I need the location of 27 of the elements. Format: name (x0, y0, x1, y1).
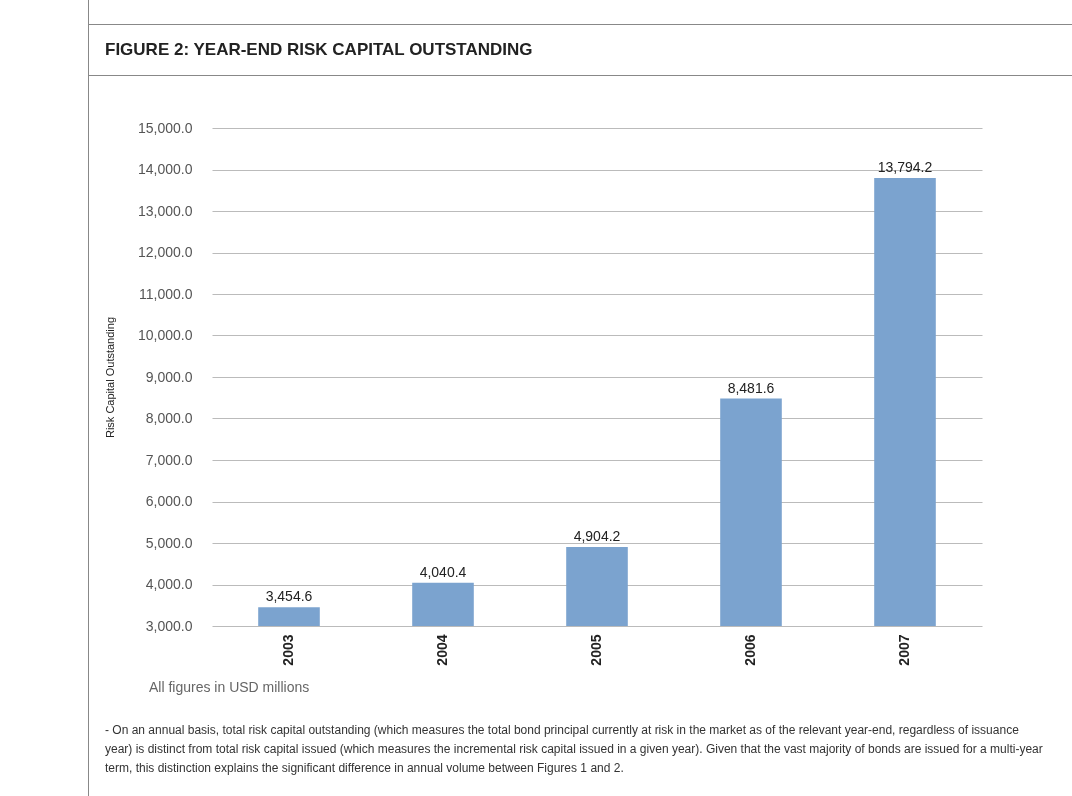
y-axis-title: Risk Capital Outstanding (104, 316, 116, 439)
y-tick-label: 6,000.0 (145, 493, 193, 509)
x-tick-label: 2003 (280, 634, 296, 666)
data-label: 4,904.2 (573, 527, 621, 544)
y-tick-label: 11,000.0 (139, 285, 193, 302)
chart-title: FIGURE 2: YEAR-END RISK CAPITAL OUTSTANDING (89, 24, 1072, 76)
x-tick-label: 2004 (434, 634, 450, 666)
y-tick-label: 7,000.0 (145, 451, 193, 468)
y-tick-label: 5,000.0 (145, 534, 193, 551)
text: All figures in USD millions (149, 679, 311, 695)
y-tick-label: 12,000.0 (138, 244, 193, 260)
y-tick-label: 10,000.0 (138, 327, 193, 343)
x-tick-label: 2006 (742, 634, 758, 666)
y-tick-label: 3,000.0 (145, 617, 193, 634)
data-label: 4,040.4 (419, 563, 467, 580)
data-label: 13,794.2 (877, 159, 933, 176)
y-tick-label: 15,000.0 (138, 119, 193, 136)
x-tick-label: 2007 (896, 634, 912, 666)
y-tick-label: 14,000.0 (138, 161, 193, 177)
data-label: 8,481.6 (727, 379, 775, 396)
x-tick-label: 2005 (588, 634, 604, 666)
y-tick-label: 9,000.0 (145, 368, 193, 385)
data-label: 3,454.6 (265, 588, 313, 605)
y-tick-label: 4,000.0 (145, 576, 193, 592)
text: - On an annual basis, total risk capital outstanding (which measures the total bond principal currently at risk in the market as of the relevant year-end, regardless of issuance year) is distinct from total risk capital issued (which measures the incremental risk capital issued in a given year). Given that the vast majority of bonds are issued for a multi-year term, this distinction explains the significant difference in annual volume between Figures 1 and 2. (105, 722, 1043, 777)
y-tick-label: 8,000.0 (145, 410, 193, 426)
y-tick-label: 13,000.0 (138, 202, 193, 219)
